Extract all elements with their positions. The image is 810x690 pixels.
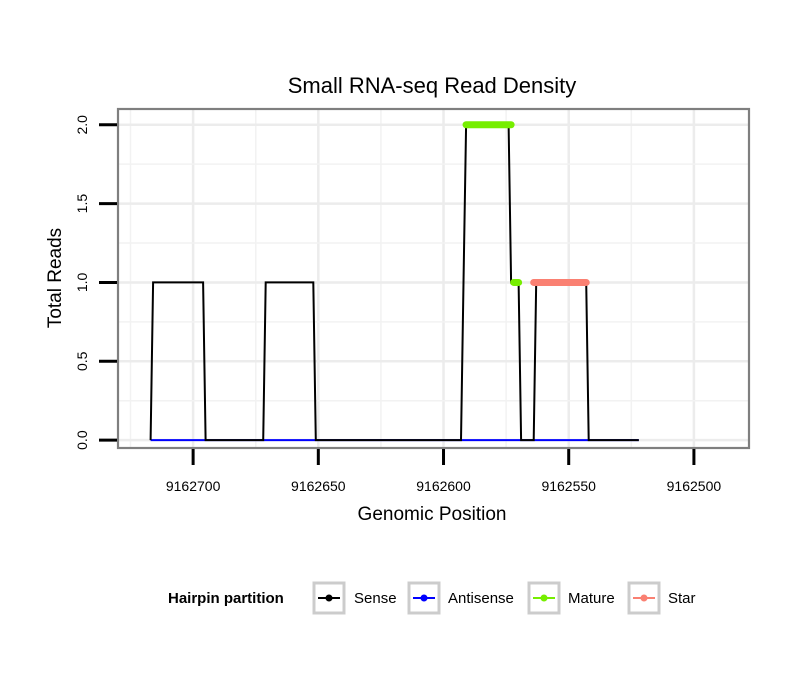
legend-item-sense: Sense	[312, 581, 397, 615]
x-tick-label-4: 9162500	[667, 478, 722, 494]
y-tick-label-1: 0.5	[74, 351, 90, 371]
y-axis: 0.0 0.5 1.0 1.5 2.0	[74, 115, 117, 450]
y-tick-label-2: 1.0	[74, 273, 90, 293]
plot-panel-border	[116, 107, 751, 450]
chart-title: Small RNA-seq Read Density	[288, 73, 577, 98]
legend-label-antisense: Antisense	[448, 590, 514, 607]
legend-label-sense: Sense	[354, 590, 397, 607]
legend-label-mature: Mature	[568, 590, 615, 607]
legend-title: Hairpin partition	[168, 590, 284, 607]
x-axis-title: Genomic Position	[358, 504, 507, 525]
x-tick-label-1: 9162650	[291, 478, 346, 494]
x-tick-label-3: 9162550	[541, 478, 596, 494]
legend-key-point-mature	[540, 594, 548, 602]
y-tick-label-3: 1.5	[74, 194, 90, 214]
x-tick-label-2: 9162600	[416, 478, 471, 494]
legend-item-antisense: Antisense	[407, 581, 514, 615]
legend: Hairpin partition Sense Antisense Mature St…	[168, 581, 696, 615]
y-tick-label-0: 0.0	[74, 430, 90, 450]
legend-label-star: Star	[668, 590, 696, 607]
x-tick-label-0: 9162700	[166, 478, 221, 494]
legend-item-mature: Mature	[527, 581, 615, 615]
grid	[118, 109, 749, 448]
legend-key-point-sense	[325, 594, 333, 602]
series-layer	[149, 121, 639, 442]
legend-items: Sense Antisense Mature Star	[312, 581, 696, 615]
series-sense-line	[149, 123, 639, 442]
legend-key-point-antisense	[420, 594, 428, 602]
legend-item-star: Star	[627, 581, 696, 615]
y-tick-label-4: 2.0	[74, 115, 90, 135]
legend-key-point-star	[640, 594, 648, 602]
x-axis: 9162700 9162650 9162600 9162550 9162500	[166, 449, 722, 494]
y-axis-title: Total Reads	[45, 228, 66, 328]
